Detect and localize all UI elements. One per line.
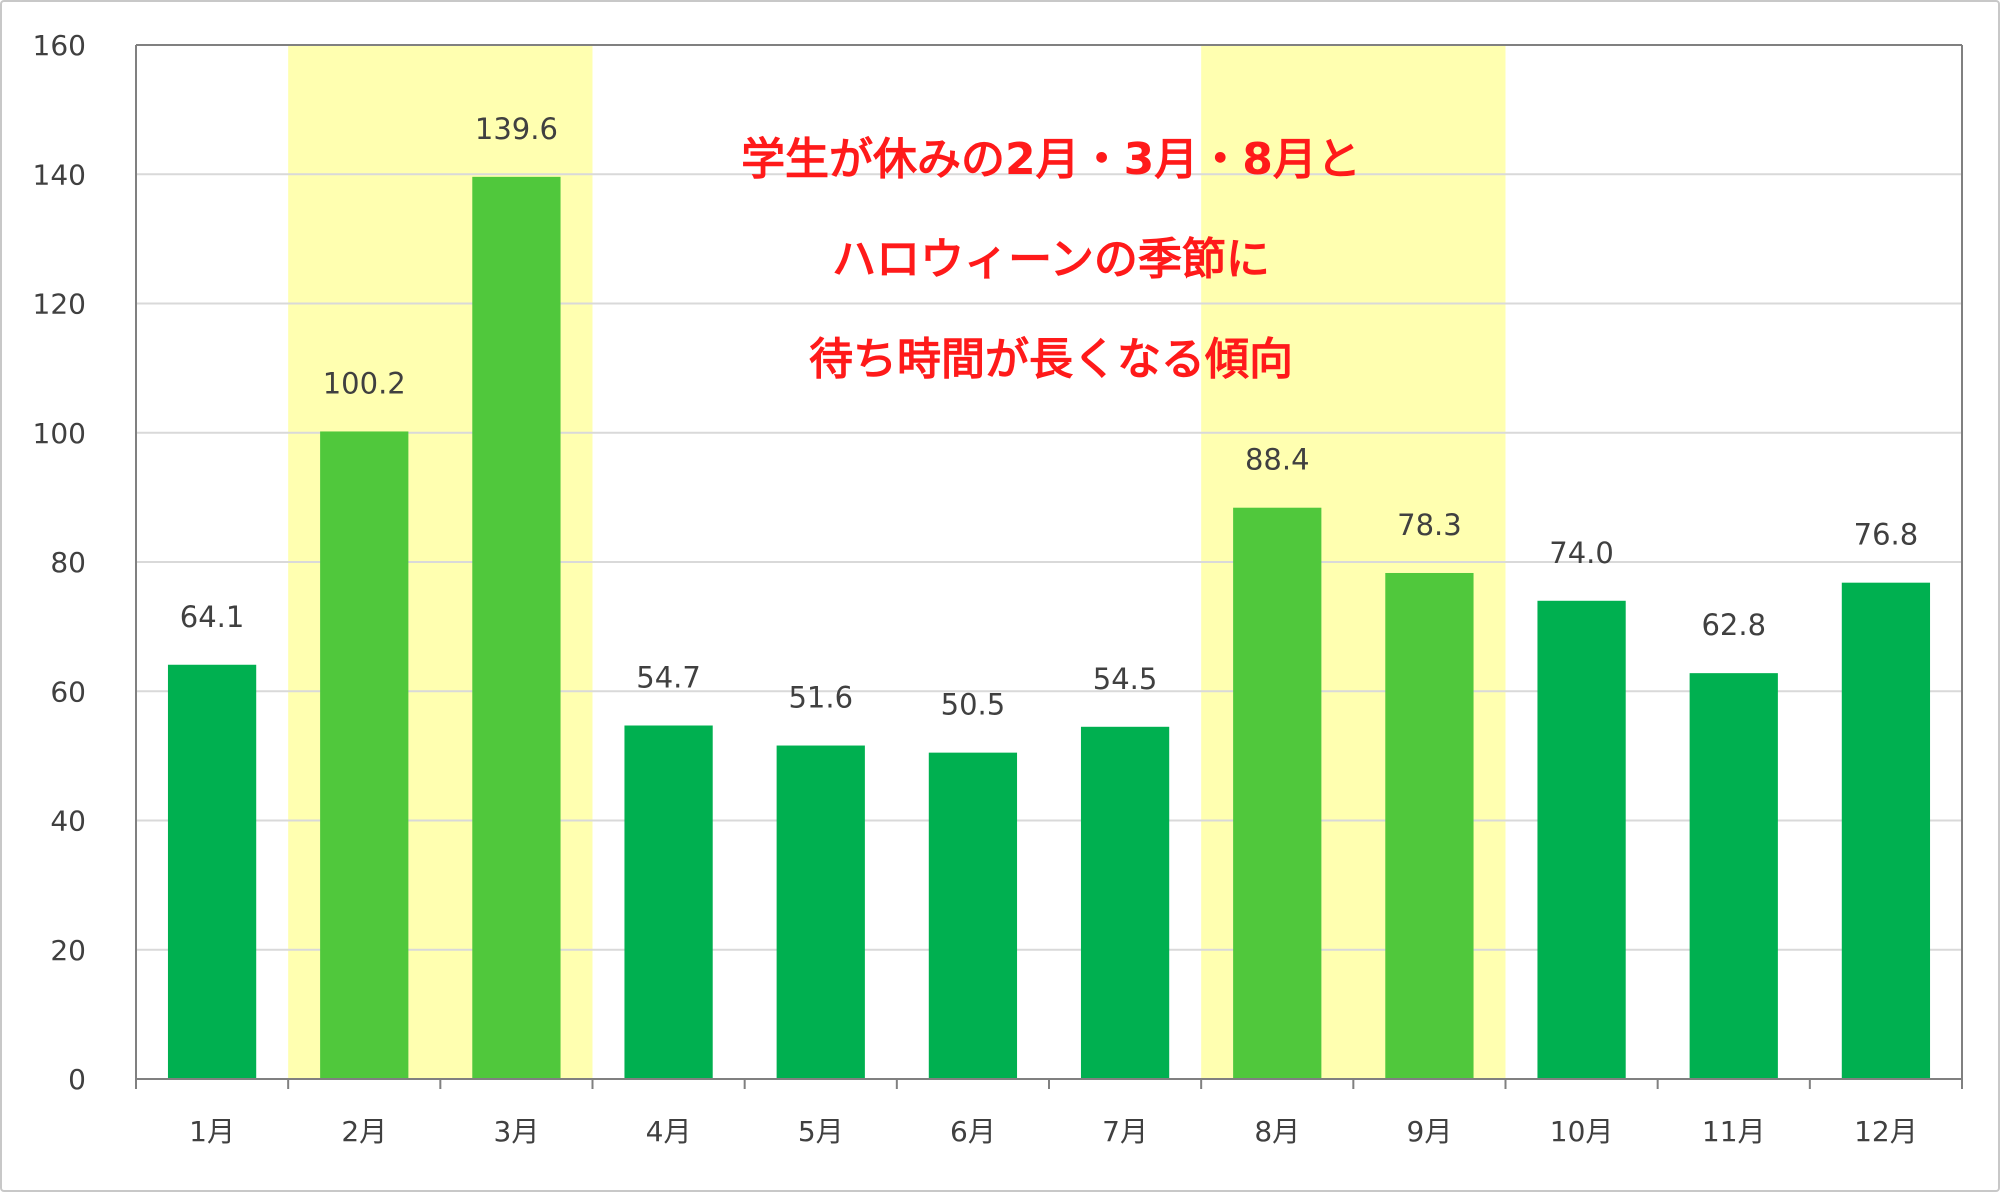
- x-tick-label: 4月: [646, 1115, 692, 1148]
- x-tick-label: 2月: [341, 1115, 387, 1148]
- bar: [776, 745, 865, 1079]
- y-tick-label: 80: [50, 546, 86, 579]
- x-tick-label: 10月: [1550, 1115, 1614, 1148]
- bar: [624, 725, 713, 1079]
- annotation: 学生が休みの2月・3月・8月と ハロウィーンの季節に 待ち時間が長くなる傾向: [741, 134, 1361, 385]
- x-tick-label: 6月: [950, 1115, 996, 1148]
- y-tick-label: 140: [33, 158, 86, 191]
- x-tick-label: 12月: [1854, 1115, 1918, 1148]
- bar: [1689, 673, 1778, 1079]
- bar: [1080, 726, 1170, 1079]
- value-label: 100.2: [323, 366, 406, 400]
- x-tick-label: 11月: [1702, 1115, 1766, 1148]
- value-label: 54.7: [636, 661, 701, 695]
- annotation-line-3: 待ち時間が長くなる傾向: [809, 334, 1293, 385]
- y-tick-label: 40: [50, 805, 86, 838]
- bar: [1537, 600, 1626, 1079]
- y-tick-label: 20: [50, 934, 86, 967]
- bar: [1841, 582, 1931, 1079]
- y-tick-label: 60: [50, 675, 86, 708]
- x-tick-label: 7月: [1102, 1115, 1148, 1148]
- x-tick-label: 8月: [1254, 1115, 1300, 1148]
- bar: [167, 664, 257, 1079]
- annotation-line-2: ハロウィーンの季節に: [832, 234, 1270, 285]
- bar: [1233, 507, 1322, 1080]
- x-tick-label: 5月: [798, 1115, 844, 1148]
- value-label: 54.5: [1093, 662, 1158, 696]
- value-label: 51.6: [788, 681, 853, 715]
- value-label: 78.3: [1397, 508, 1462, 542]
- bar: [1385, 572, 1474, 1079]
- value-label: 64.1: [180, 600, 245, 634]
- axes: [135, 44, 1963, 1089]
- bar: [320, 431, 409, 1079]
- x-tick-label: 3月: [494, 1115, 540, 1148]
- value-label: 88.4: [1245, 443, 1310, 477]
- bar: [472, 176, 561, 1079]
- y-tick-label: 160: [33, 29, 86, 62]
- value-label: 74.0: [1549, 536, 1614, 570]
- bars: [167, 176, 1931, 1080]
- x-tick-label: 1月: [189, 1115, 235, 1148]
- value-label: 62.8: [1701, 608, 1766, 642]
- value-label: 50.5: [941, 688, 1006, 722]
- value-label: 139.6: [475, 112, 558, 146]
- gridlines: [136, 44, 1962, 1080]
- y-tick-label: 100: [33, 417, 86, 450]
- data-labels: 0 20 40 60 80 100 120 140 160 64.1 1月 100.2 2月 139.6 3…: [33, 29, 1919, 1148]
- value-label: 76.8: [1854, 518, 1919, 552]
- x-tick-label: 9月: [1407, 1115, 1453, 1148]
- bar: [928, 752, 1018, 1079]
- annotation-line-1: 学生が休みの2月・3月・8月と: [741, 134, 1361, 185]
- y-tick-label: 0: [68, 1063, 86, 1096]
- y-tick-label: 120: [33, 288, 86, 321]
